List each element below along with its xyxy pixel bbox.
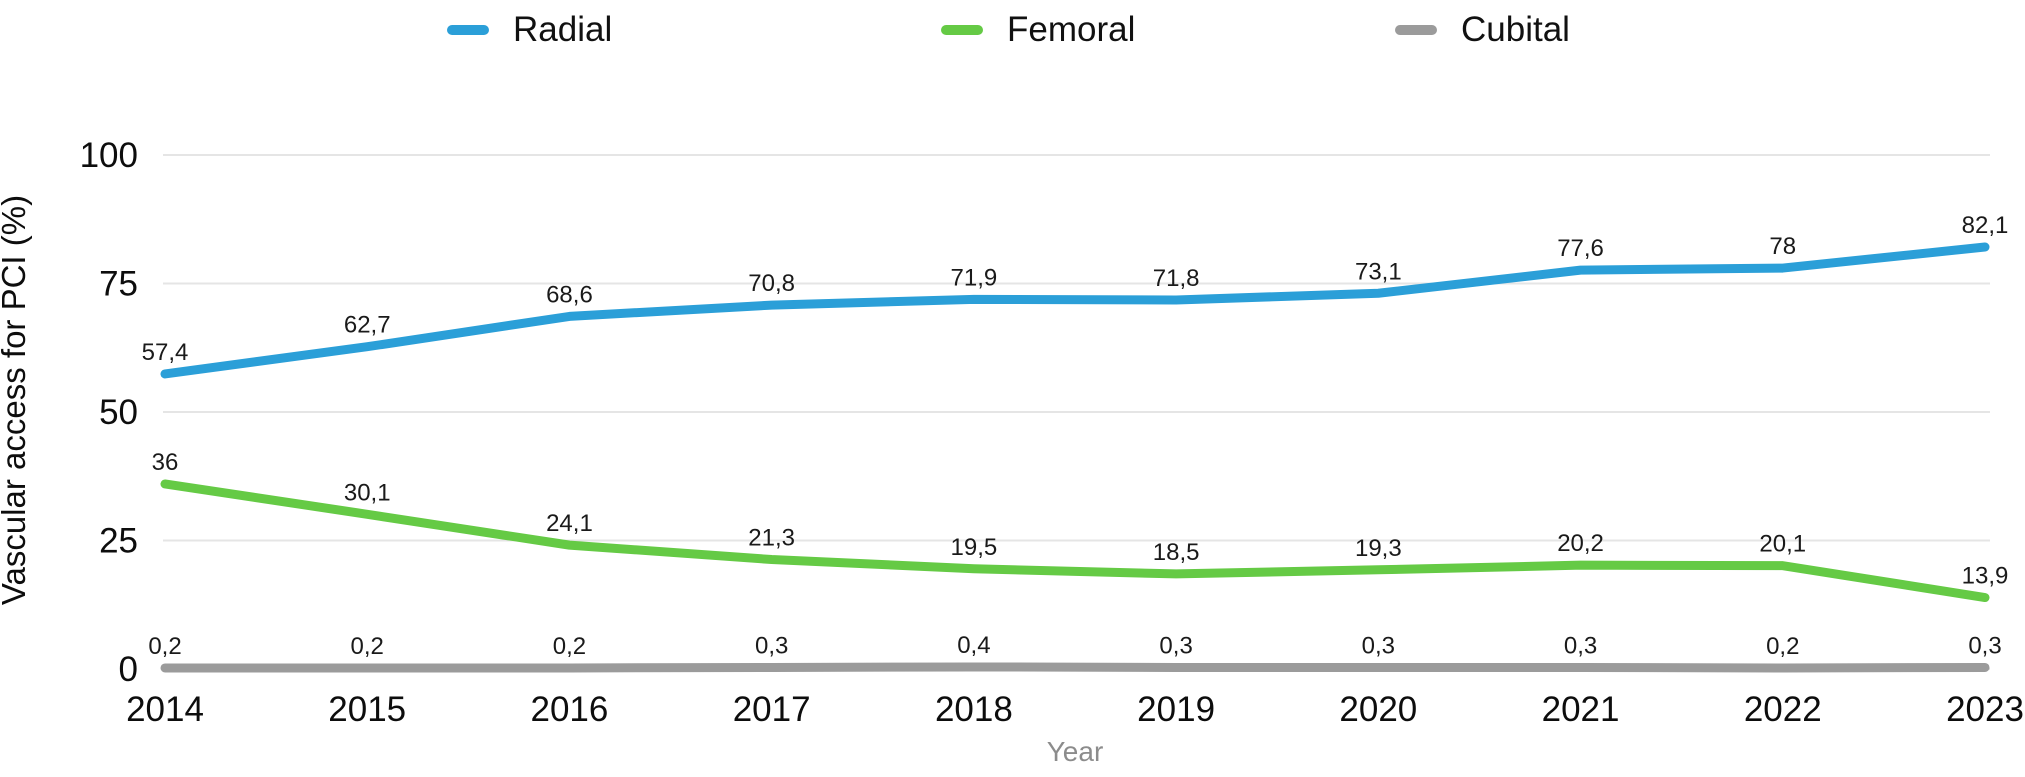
data-label: 73,1 [1355,258,1402,285]
data-label: 13,9 [1962,563,2009,590]
data-label: 18,5 [1153,539,1200,566]
legend-item-radial: Radial [447,6,612,54]
y-tick-label: 0 [119,650,138,689]
data-label: 62,7 [344,312,391,339]
series-line-radial [160,242,1990,379]
y-tick-label: 100 [80,136,138,175]
data-label: 24,1 [546,510,593,537]
series-line-femoral [160,479,1990,603]
data-label: 36 [152,449,179,476]
data-label: 71,8 [1153,265,1200,292]
data-label: 0,3 [1564,632,1597,659]
legend: Radial Femoral Cubital [0,6,2025,54]
data-label: 0,2 [351,633,384,660]
x-tick-label: 2020 [1339,690,1417,729]
legend-item-label: Femoral [1007,10,1136,49]
data-label: 0,3 [1159,632,1192,659]
data-label: 78 [1769,233,1796,260]
legend-item-label: Radial [513,10,613,49]
data-label: 0,3 [1968,632,2001,659]
y-tick-label: 75 [99,265,138,304]
data-label: 71,9 [951,264,998,291]
data-label: 70,8 [748,270,795,297]
data-label: 0,2 [553,633,586,660]
x-tick-label: 2023 [1946,690,2024,729]
data-label: 0,3 [1362,632,1395,659]
femoral-line-swatch-icon [941,25,983,35]
series-line-cubital [160,662,1990,673]
legend-item-cubital: Cubital [1395,6,1570,54]
x-tick-label: 2014 [126,690,204,729]
data-label: 0,2 [148,633,181,660]
data-label: 68,6 [546,281,593,308]
radial-line-swatch-icon [447,25,489,35]
data-label: 77,6 [1557,235,1604,262]
data-label: 0,4 [957,632,990,659]
x-tick-label: 2016 [531,690,609,729]
data-label: 0,3 [755,632,788,659]
legend-item-femoral: Femoral [941,6,1135,54]
x-axis-title: Year [1046,736,1104,767]
x-tick-label: 2022 [1744,690,1822,729]
x-tick-label: 2018 [935,690,1013,729]
cubital-line-swatch-icon [1395,25,1437,35]
x-tick-label: 2019 [1137,690,1215,729]
data-label: 21,3 [748,525,795,552]
x-tick-label: 2021 [1542,690,1620,729]
data-label: 20,1 [1759,531,1806,558]
x-tick-label: 2015 [328,690,406,729]
data-label: 19,5 [951,534,998,561]
data-label: 0,2 [1766,633,1799,660]
data-label: 20,2 [1557,530,1604,557]
y-tick-label: 25 [99,522,138,561]
data-label: 19,3 [1355,535,1402,562]
x-tick-label: 2017 [733,690,811,729]
y-tick-label: 50 [99,393,138,432]
data-label: 82,1 [1962,212,2009,239]
y-axis-title: Vascular access for PCI (%) [0,194,32,606]
legend-item-label: Cubital [1461,10,1570,49]
data-label: 30,1 [344,479,391,506]
data-label: 57,4 [142,339,189,366]
